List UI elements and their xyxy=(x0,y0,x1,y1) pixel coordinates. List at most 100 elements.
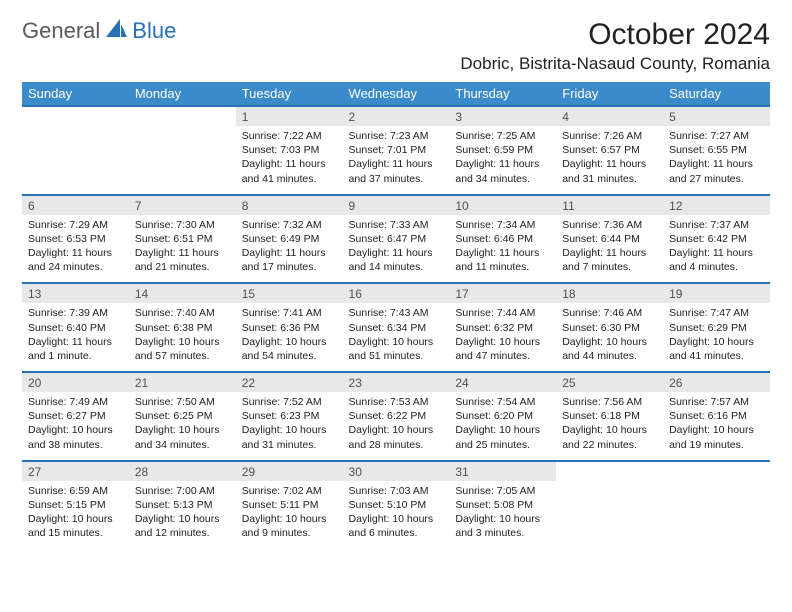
week-1-detail-row: Sunrise: 7:29 AMSunset: 6:53 PMDaylight:… xyxy=(22,215,770,284)
day-number: 17 xyxy=(449,283,556,303)
day-detail: Sunrise: 7:56 AMSunset: 6:18 PMDaylight:… xyxy=(556,392,663,461)
sunset-line: Sunset: 7:01 PM xyxy=(349,143,444,157)
day-number: 31 xyxy=(449,461,556,481)
week-2-detail-row: Sunrise: 7:39 AMSunset: 6:40 PMDaylight:… xyxy=(22,303,770,372)
day-detail: Sunrise: 7:34 AMSunset: 6:46 PMDaylight:… xyxy=(449,215,556,284)
sunset-line: Sunset: 6:36 PM xyxy=(242,321,337,335)
day-detail: Sunrise: 7:57 AMSunset: 6:16 PMDaylight:… xyxy=(663,392,770,461)
sunset-line: Sunset: 6:47 PM xyxy=(349,232,444,246)
sunrise-line: Sunrise: 7:23 AM xyxy=(349,129,444,143)
day-detail: Sunrise: 7:44 AMSunset: 6:32 PMDaylight:… xyxy=(449,303,556,372)
day-detail: Sunrise: 7:46 AMSunset: 6:30 PMDaylight:… xyxy=(556,303,663,372)
sunrise-line: Sunrise: 7:47 AM xyxy=(669,306,764,320)
sunset-line: Sunset: 5:15 PM xyxy=(28,498,123,512)
logo: General Blue xyxy=(22,18,176,44)
day-detail: Sunrise: 7:53 AMSunset: 6:22 PMDaylight:… xyxy=(343,392,450,461)
day-detail: Sunrise: 7:03 AMSunset: 5:10 PMDaylight:… xyxy=(343,481,450,549)
sunrise-line: Sunrise: 6:59 AM xyxy=(28,484,123,498)
day-number: 7 xyxy=(129,195,236,215)
sunset-line: Sunset: 5:13 PM xyxy=(135,498,230,512)
daylight-line: Daylight: 10 hours and 25 minutes. xyxy=(455,423,550,451)
daylight-line: Daylight: 10 hours and 54 minutes. xyxy=(242,335,337,363)
day-detail: Sunrise: 7:36 AMSunset: 6:44 PMDaylight:… xyxy=(556,215,663,284)
empty-daynum xyxy=(129,106,236,126)
sunset-line: Sunset: 6:59 PM xyxy=(455,143,550,157)
daylight-line: Daylight: 10 hours and 3 minutes. xyxy=(455,512,550,540)
daylight-line: Daylight: 11 hours and 41 minutes. xyxy=(242,157,337,185)
sunset-line: Sunset: 7:03 PM xyxy=(242,143,337,157)
day-number: 11 xyxy=(556,195,663,215)
sunset-line: Sunset: 6:27 PM xyxy=(28,409,123,423)
sunset-line: Sunset: 5:11 PM xyxy=(242,498,337,512)
day-header-tuesday: Tuesday xyxy=(236,82,343,106)
day-detail: Sunrise: 7:50 AMSunset: 6:25 PMDaylight:… xyxy=(129,392,236,461)
sunrise-line: Sunrise: 7:57 AM xyxy=(669,395,764,409)
day-detail: Sunrise: 7:33 AMSunset: 6:47 PMDaylight:… xyxy=(343,215,450,284)
sunrise-line: Sunrise: 7:43 AM xyxy=(349,306,444,320)
day-header-wednesday: Wednesday xyxy=(343,82,450,106)
header: General Blue October 2024 Dobric, Bistri… xyxy=(22,18,770,74)
sunset-line: Sunset: 6:29 PM xyxy=(669,321,764,335)
daylight-line: Daylight: 10 hours and 9 minutes. xyxy=(242,512,337,540)
daylight-line: Daylight: 11 hours and 17 minutes. xyxy=(242,246,337,274)
day-number: 14 xyxy=(129,283,236,303)
day-number: 29 xyxy=(236,461,343,481)
day-detail: Sunrise: 7:27 AMSunset: 6:55 PMDaylight:… xyxy=(663,126,770,195)
day-number: 8 xyxy=(236,195,343,215)
day-number: 24 xyxy=(449,372,556,392)
daylight-line: Daylight: 10 hours and 51 minutes. xyxy=(349,335,444,363)
day-number: 21 xyxy=(129,372,236,392)
week-0-detail-row: Sunrise: 7:22 AMSunset: 7:03 PMDaylight:… xyxy=(22,126,770,195)
sunrise-line: Sunrise: 7:46 AM xyxy=(562,306,657,320)
day-detail: Sunrise: 7:54 AMSunset: 6:20 PMDaylight:… xyxy=(449,392,556,461)
day-number: 5 xyxy=(663,106,770,126)
sunset-line: Sunset: 6:16 PM xyxy=(669,409,764,423)
week-3-number-row: 20212223242526 xyxy=(22,372,770,392)
sunset-line: Sunset: 6:53 PM xyxy=(28,232,123,246)
sunrise-line: Sunrise: 7:27 AM xyxy=(669,129,764,143)
day-detail: Sunrise: 7:22 AMSunset: 7:03 PMDaylight:… xyxy=(236,126,343,195)
daylight-line: Daylight: 10 hours and 47 minutes. xyxy=(455,335,550,363)
sunrise-line: Sunrise: 7:25 AM xyxy=(455,129,550,143)
sunrise-line: Sunrise: 7:54 AM xyxy=(455,395,550,409)
daylight-line: Daylight: 10 hours and 28 minutes. xyxy=(349,423,444,451)
day-number: 15 xyxy=(236,283,343,303)
sunset-line: Sunset: 6:18 PM xyxy=(562,409,657,423)
sunrise-line: Sunrise: 7:37 AM xyxy=(669,218,764,232)
day-detail: Sunrise: 7:23 AMSunset: 7:01 PMDaylight:… xyxy=(343,126,450,195)
empty-detail xyxy=(556,481,663,549)
daylight-line: Daylight: 10 hours and 22 minutes. xyxy=(562,423,657,451)
day-header-monday: Monday xyxy=(129,82,236,106)
week-0-number-row: 12345 xyxy=(22,106,770,126)
daylight-line: Daylight: 11 hours and 34 minutes. xyxy=(455,157,550,185)
day-number: 19 xyxy=(663,283,770,303)
sunrise-line: Sunrise: 7:29 AM xyxy=(28,218,123,232)
sunrise-line: Sunrise: 7:36 AM xyxy=(562,218,657,232)
day-number: 2 xyxy=(343,106,450,126)
day-number: 18 xyxy=(556,283,663,303)
sunset-line: Sunset: 6:34 PM xyxy=(349,321,444,335)
sunrise-line: Sunrise: 7:03 AM xyxy=(349,484,444,498)
sunrise-line: Sunrise: 7:22 AM xyxy=(242,129,337,143)
sunrise-line: Sunrise: 7:32 AM xyxy=(242,218,337,232)
sunset-line: Sunset: 6:46 PM xyxy=(455,232,550,246)
day-number: 10 xyxy=(449,195,556,215)
sunset-line: Sunset: 6:22 PM xyxy=(349,409,444,423)
day-detail: Sunrise: 7:05 AMSunset: 5:08 PMDaylight:… xyxy=(449,481,556,549)
empty-daynum xyxy=(556,461,663,481)
sunset-line: Sunset: 6:57 PM xyxy=(562,143,657,157)
daylight-line: Daylight: 11 hours and 24 minutes. xyxy=(28,246,123,274)
day-number: 6 xyxy=(22,195,129,215)
day-number: 16 xyxy=(343,283,450,303)
sunset-line: Sunset: 6:38 PM xyxy=(135,321,230,335)
empty-detail xyxy=(663,481,770,549)
daylight-line: Daylight: 11 hours and 11 minutes. xyxy=(455,246,550,274)
daylight-line: Daylight: 10 hours and 6 minutes. xyxy=(349,512,444,540)
week-4-detail-row: Sunrise: 6:59 AMSunset: 5:15 PM Daylight:… xyxy=(22,481,770,549)
day-number: 3 xyxy=(449,106,556,126)
day-number: 28 xyxy=(129,461,236,481)
day-number: 9 xyxy=(343,195,450,215)
daylight-line: Daylight: 11 hours and 21 minutes. xyxy=(135,246,230,274)
day-detail: Sunrise: 7:39 AMSunset: 6:40 PMDaylight:… xyxy=(22,303,129,372)
logo-text-general: General xyxy=(22,18,100,44)
